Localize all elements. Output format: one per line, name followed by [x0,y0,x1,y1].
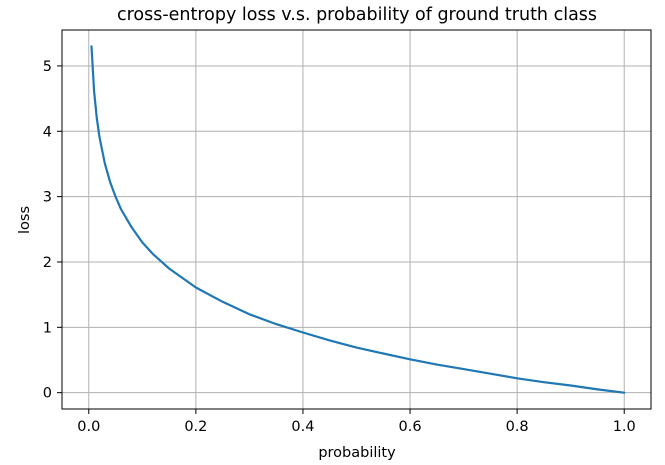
x-tick-label: 0.6 [399,419,422,435]
chart-title: cross-entropy loss v.s. probability of g… [117,5,597,25]
x-tick-label: 0.2 [184,419,207,435]
plot-series [90,45,626,394]
series-line [90,45,626,394]
plot-frame [61,29,652,410]
x-tick-label: 1.0 [613,419,636,435]
x-tick-label: 0.8 [506,419,529,435]
y-tick-label: 2 [43,255,52,271]
x-tick-label: 0.4 [291,419,314,435]
x-tick-label: 0.0 [77,419,100,435]
grid [62,30,651,409]
y-axis-ticks: 0 1 2 3 4 5 [43,59,62,402]
y-tick-label: 4 [43,124,52,140]
y-tick-label: 1 [43,320,52,336]
y-tick-label: 0 [43,386,52,402]
x-axis-ticks: 0.0 0.2 0.4 0.6 0.8 1.0 [77,409,636,435]
y-tick-label: 5 [43,59,52,75]
y-axis-label: loss [17,206,33,234]
y-tick-label: 3 [43,190,52,206]
x-axis-label: probability [318,445,396,461]
